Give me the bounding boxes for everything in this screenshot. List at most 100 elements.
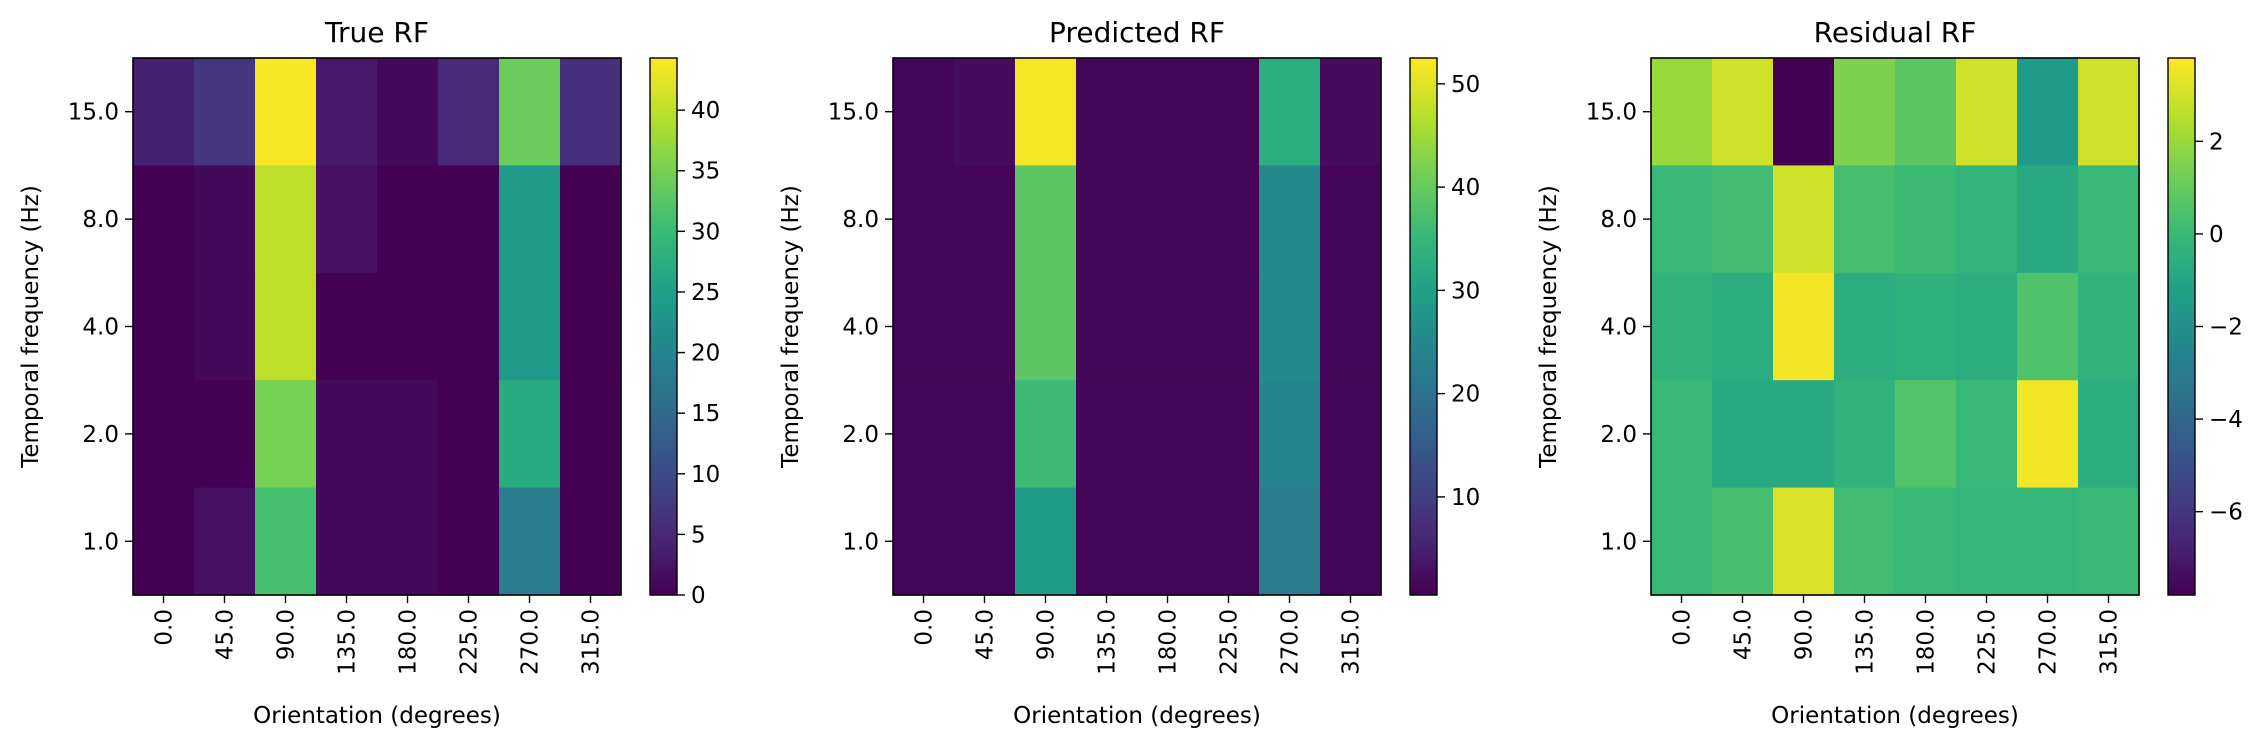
colorbar-segment — [1410, 505, 1437, 511]
y-tick-label: 2.0 — [1600, 422, 1637, 448]
heatmap-cell — [1956, 380, 2018, 489]
colorbar-tick-label: 10 — [691, 462, 720, 488]
colorbar-tick-label: 15 — [691, 401, 720, 427]
colorbar-segment — [1410, 151, 1437, 158]
x-tick-label: 225.0 — [1217, 609, 1243, 675]
colorbar-segment — [2168, 478, 2195, 484]
colorbar-segment — [650, 322, 677, 328]
colorbar-segment — [2168, 420, 2195, 426]
heatmap-cell — [954, 487, 1016, 596]
heatmap-cell — [2078, 272, 2140, 381]
x-tick-label: 90.0 — [274, 609, 300, 660]
colorbar-segment — [2168, 496, 2195, 502]
colorbar-tick-label: −2 — [2209, 315, 2243, 341]
heatmap-cell — [560, 272, 622, 381]
x-tick-label: 135.0 — [1853, 609, 1879, 675]
colorbar-segment — [1410, 536, 1437, 542]
colorbar-segment — [1410, 295, 1437, 301]
colorbar-segment — [650, 429, 677, 435]
colorbar-segment — [1410, 89, 1437, 95]
colorbar-segment — [650, 330, 677, 337]
colorbar-segment — [2168, 89, 2195, 95]
colorbar-segment — [2168, 201, 2195, 207]
y-axis-label: Temporal frequency (Hz) — [1536, 185, 1562, 469]
colorbar-segment — [1410, 268, 1437, 274]
colorbar-segment — [650, 245, 677, 252]
colorbar-segment — [2168, 442, 2195, 448]
colorbar-segment — [1410, 411, 1437, 417]
colorbar-segment — [1410, 241, 1437, 247]
colorbar-segment — [650, 541, 677, 547]
colorbar-segment — [2168, 116, 2195, 122]
colorbar-segment — [2168, 143, 2195, 149]
colorbar-tick-label: 50 — [1451, 72, 1480, 98]
colorbar-segment — [1410, 259, 1437, 265]
heatmap-cell — [1198, 58, 1260, 166]
colorbar-segment — [650, 424, 677, 431]
y-tick-label: 4.0 — [82, 315, 119, 341]
colorbar-segment — [650, 581, 677, 587]
colorbar-segment — [650, 398, 677, 404]
colorbar-segment — [1410, 290, 1437, 296]
colorbar-segment — [650, 407, 677, 413]
colorbar-tick-label: 40 — [691, 98, 720, 124]
x-tick-label: 225.0 — [457, 609, 483, 675]
y-axis-label: Temporal frequency (Hz) — [18, 185, 44, 469]
colorbar-segment — [2168, 272, 2195, 278]
heatmap-cell — [499, 272, 561, 381]
colorbar-frame — [649, 57, 678, 596]
colorbar-segment — [1410, 451, 1437, 457]
colorbar-segment — [650, 160, 677, 166]
colorbar-segment — [2168, 80, 2195, 86]
colorbar-segment — [2168, 250, 2195, 256]
colorbar-tick-label: 20 — [691, 341, 720, 367]
colorbar-segment — [2168, 241, 2195, 247]
colorbar-segment — [2168, 335, 2195, 341]
colorbar-segment — [1410, 80, 1437, 86]
colorbar-segment — [650, 286, 677, 292]
colorbar-segment — [1410, 389, 1437, 395]
colorbar-segment — [2168, 93, 2195, 99]
chart-title: Residual RF — [1814, 16, 1977, 49]
colorbar-segment — [2168, 563, 2195, 569]
heatmap-cell — [560, 380, 622, 489]
heatmap-cell — [255, 380, 317, 489]
colorbar-segment — [1410, 156, 1437, 162]
heatmap-cell — [893, 272, 955, 381]
colorbar-segment — [650, 232, 677, 238]
colorbar-segment — [2168, 290, 2195, 296]
colorbar-segment — [650, 75, 677, 81]
y-axis-label: Temporal frequency (Hz) — [778, 185, 804, 469]
heatmap-cell — [133, 272, 195, 381]
colorbar-segment — [1410, 308, 1437, 314]
y-tick-label: 4.0 — [842, 315, 879, 341]
colorbar-segment — [1410, 263, 1437, 269]
colorbar-segment — [650, 590, 677, 596]
colorbar-segment — [2168, 456, 2195, 462]
heatmap-cell — [2017, 380, 2079, 489]
heatmap-cell — [893, 380, 955, 489]
heatmap-cell — [560, 165, 622, 274]
colorbar-segment — [1410, 254, 1437, 260]
heatmap-cell — [255, 272, 317, 381]
colorbar-segment — [1410, 313, 1437, 319]
colorbar-segment — [1410, 304, 1437, 310]
colorbar-segment — [2168, 586, 2195, 592]
heatmap-cell — [316, 58, 378, 166]
colorbar-segment — [1410, 424, 1437, 431]
colorbar-segment — [2168, 568, 2195, 574]
colorbar-tick-label: 25 — [691, 280, 720, 306]
y-tick-label: 15.0 — [828, 100, 879, 126]
colorbar-segment — [650, 317, 677, 323]
heatmap-cell — [2078, 487, 2140, 596]
heatmap-cell — [1712, 380, 1774, 489]
colorbar-segment — [2168, 245, 2195, 252]
heatmap-cell — [2017, 272, 2079, 381]
colorbar-segment — [1410, 178, 1437, 184]
colorbar-segment — [2168, 304, 2195, 310]
colorbar-segment — [650, 416, 677, 422]
colorbar-segment — [2168, 559, 2195, 565]
heatmap-cell — [499, 487, 561, 596]
colorbar-segment — [2168, 407, 2195, 413]
colorbar-segment — [1410, 102, 1437, 108]
